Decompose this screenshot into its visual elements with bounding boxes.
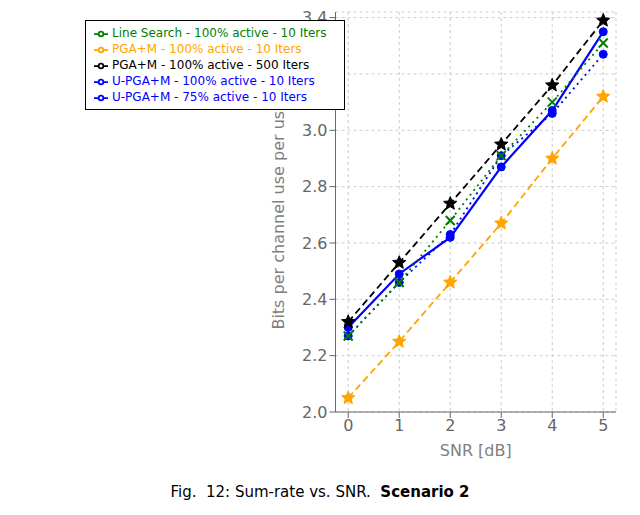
svg-text:2.6: 2.6 xyxy=(302,234,327,253)
html-text:Fig. 12: Sum-rate vs. SNR. Sce: Fig. 12: Sum-rate vs. SNR. Scenario 2 xyxy=(170,482,470,501)
html-text:PGA+M - 100% active - 10 Iters: PGA+M - 100% active - 10 Iters xyxy=(112,42,302,56)
svg-text:2.4: 2.4 xyxy=(302,290,327,309)
svg-text:3: 3 xyxy=(496,416,506,435)
svg-text:4: 4 xyxy=(547,416,557,435)
svg-text:1: 1 xyxy=(394,416,404,435)
svg-text:2.2: 2.2 xyxy=(302,346,327,365)
svg-text:2.0: 2.0 xyxy=(302,403,327,422)
svg-text:3.2: 3.2 xyxy=(302,65,327,84)
html-text:U-PGA+M - 100% active - 10 Ite: U-PGA+M - 100% active - 10 Iters xyxy=(112,74,315,88)
svg-text:2.8: 2.8 xyxy=(302,177,327,196)
svg-text:3.4: 3.4 xyxy=(302,8,327,27)
html-text:PGA+M - 100% active - 500 Iter: PGA+M - 100% active - 500 Iters xyxy=(112,58,310,72)
svg-text:Bits per channel use per user: Bits per channel use per user xyxy=(269,94,288,330)
html-text:U-PGA+M - 75% active - 10 Iter: U-PGA+M - 75% active - 10 Iters xyxy=(112,90,307,104)
svg-text:2: 2 xyxy=(445,416,455,435)
svg-text:5: 5 xyxy=(598,416,608,435)
html-text:Line Search - 100% active - 10: Line Search - 100% active - 10 Iters xyxy=(112,26,327,40)
svg-text:SNR [dB]: SNR [dB] xyxy=(440,441,512,460)
svg-text:0: 0 xyxy=(343,416,353,435)
svg-text:3.0: 3.0 xyxy=(302,121,327,140)
